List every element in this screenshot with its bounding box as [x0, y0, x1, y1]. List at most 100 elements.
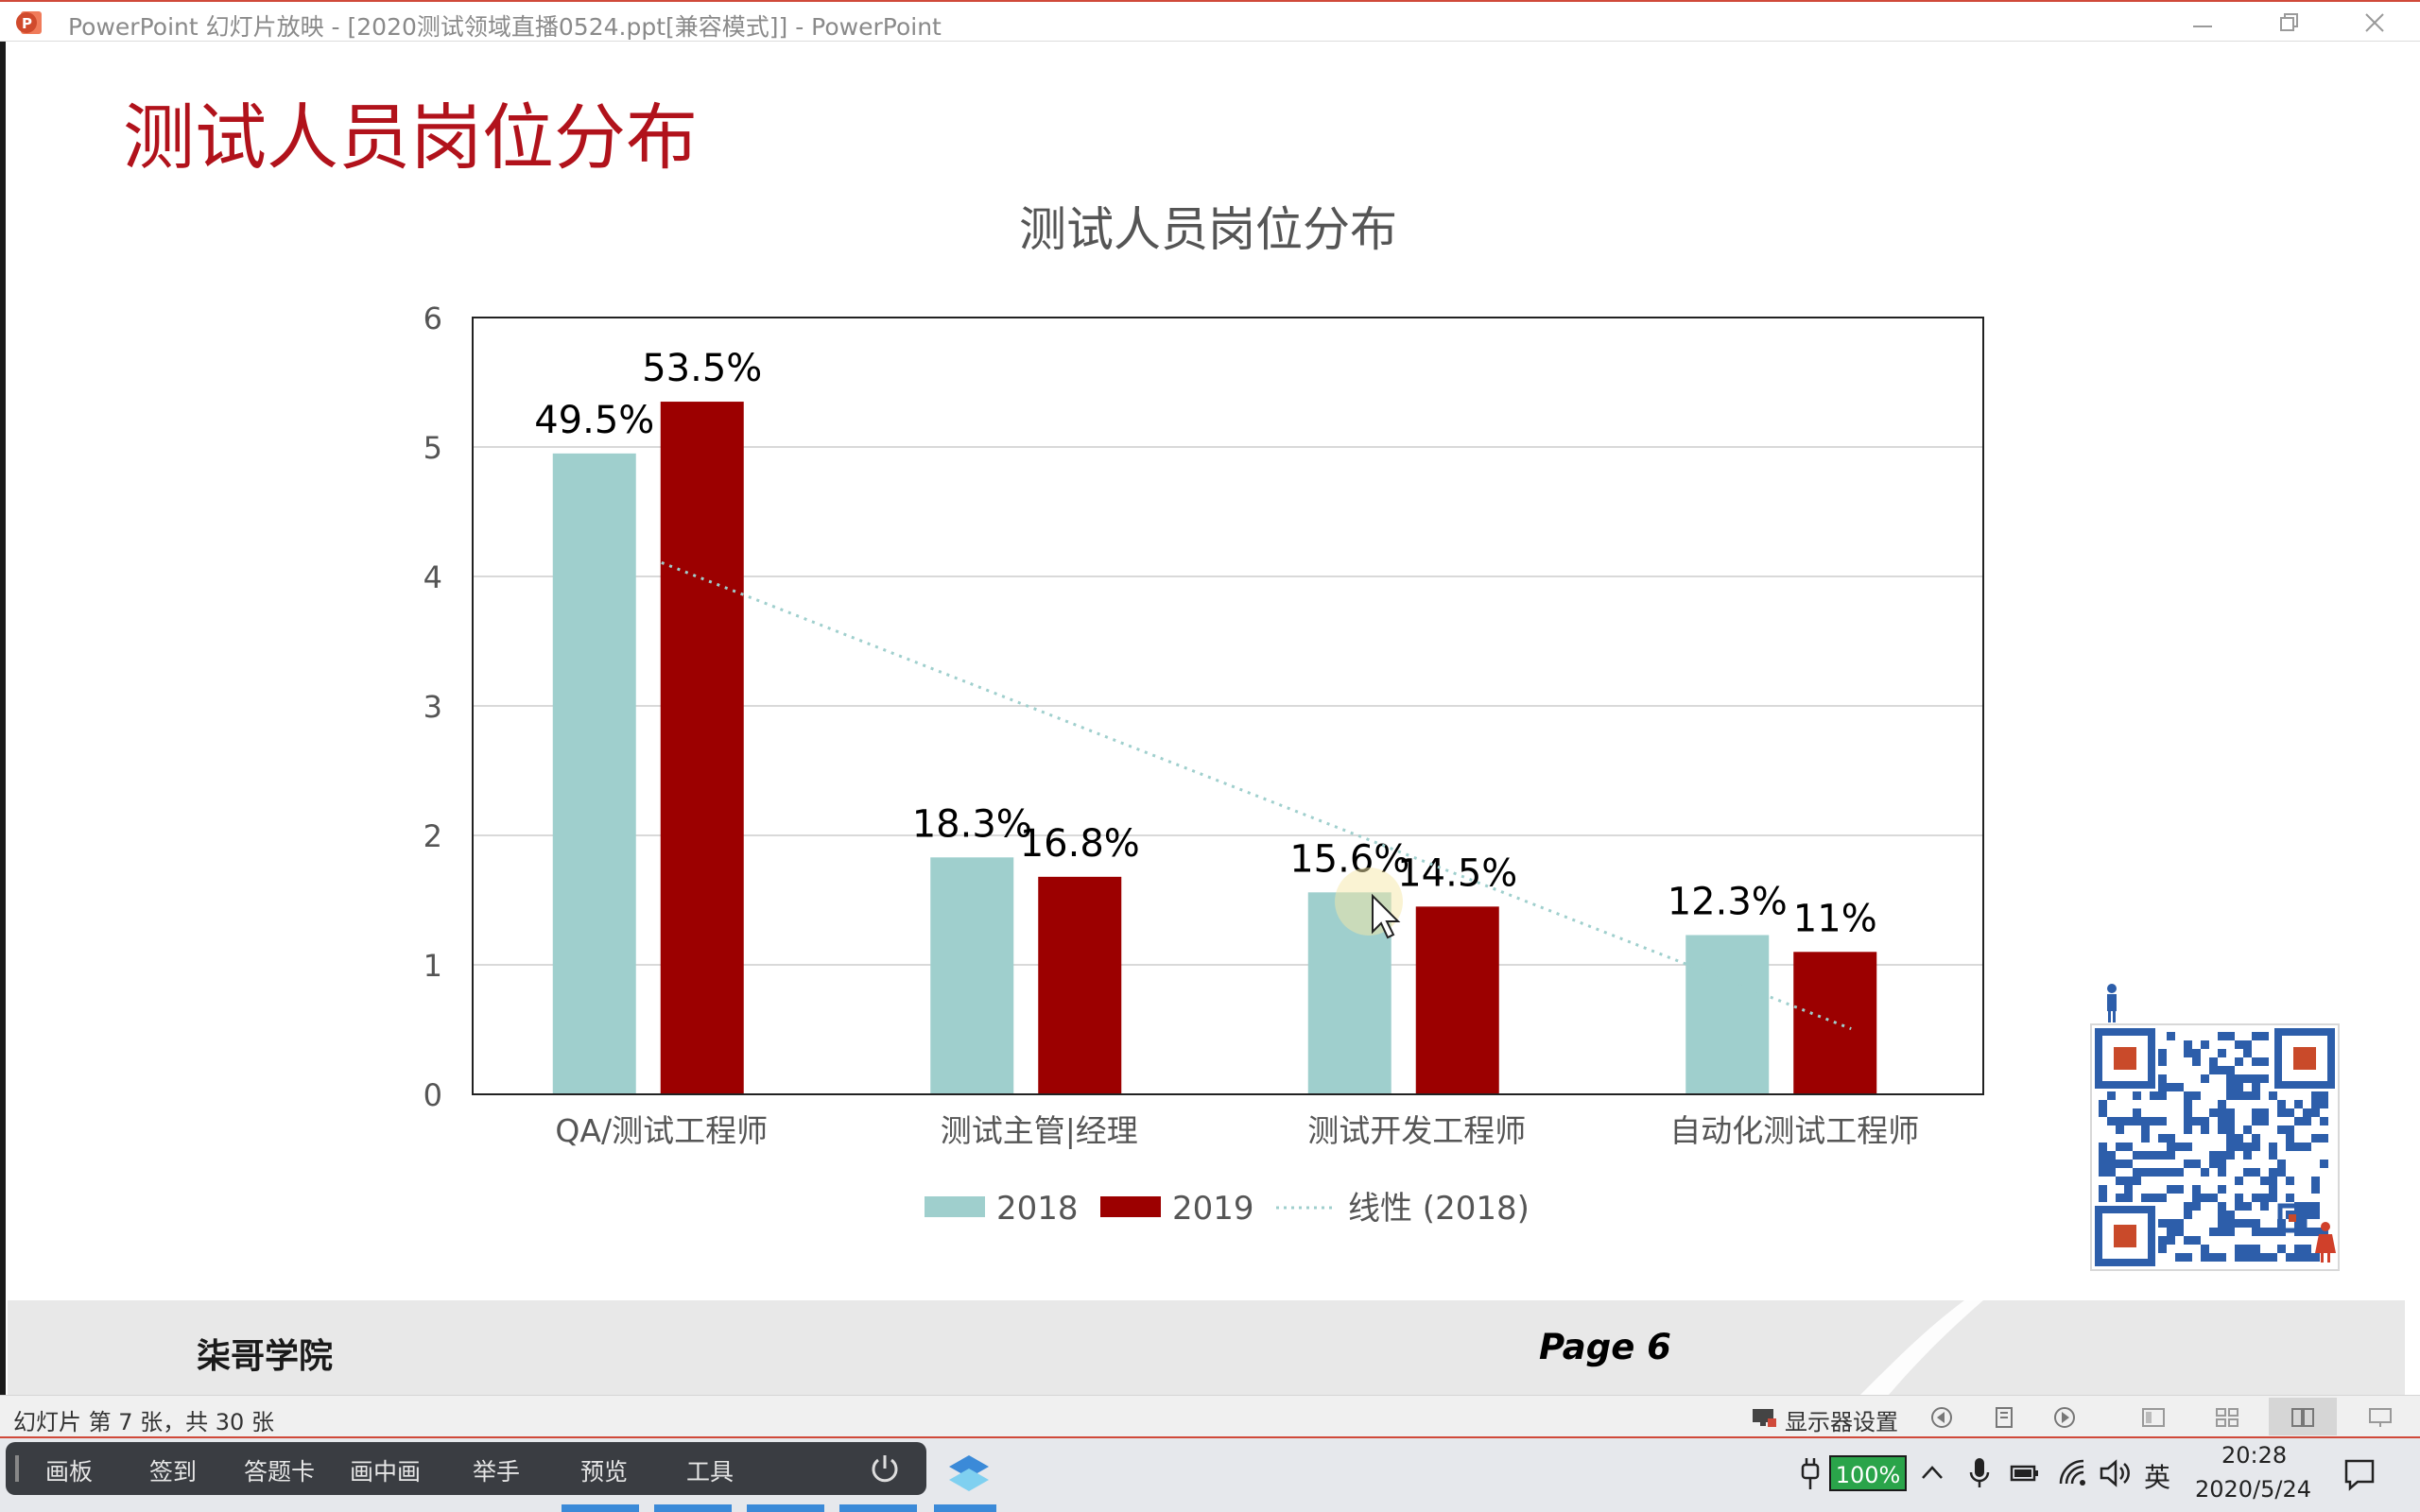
data-label: 49.5%	[534, 399, 654, 442]
legend-swatch	[1100, 1196, 1161, 1217]
y-tick-label: 0	[424, 1077, 442, 1113]
toolbar-item[interactable]: 工具	[686, 1458, 735, 1486]
y-tick-label: 3	[424, 689, 442, 725]
taskbar-running-indicator	[654, 1504, 732, 1512]
toolbar-item[interactable]: 预览	[580, 1458, 629, 1486]
taskbar-running-indicator	[747, 1504, 824, 1512]
trendline	[661, 560, 1852, 1031]
chart-legend: 2018 2019 线性 (2018)	[925, 1190, 1530, 1228]
toolbar-item[interactable]: 举手	[473, 1458, 521, 1486]
minimize-button[interactable]	[2174, 6, 2231, 40]
slide-count-status: 幻灯片 第 7 张，共 30 张	[13, 1409, 274, 1435]
toolbar-item[interactable]: 签到	[149, 1458, 198, 1486]
x-tick-label: 测试主管|经理	[941, 1112, 1138, 1149]
legend-swatch	[925, 1196, 985, 1217]
y-tick-label: 6	[424, 301, 442, 336]
chevron-up-icon[interactable]	[1919, 1461, 1945, 1486]
window-title: PowerPoint 幻灯片放映 - [2020测试领域直播0524.ppt[兼…	[68, 13, 942, 41]
data-labels: 49.5%18.3%15.6%12.3%53.5%16.8%14.5%11%	[534, 347, 1876, 940]
y-tick-label: 2	[424, 818, 442, 854]
x-tick-label: QA/测试工程师	[555, 1112, 768, 1149]
footer-swoosh-decoration	[1860, 1300, 1983, 1395]
toolbar-item[interactable]: 答题卡	[244, 1458, 316, 1486]
live-class-toolbar: 画板 签到 答题卡 画中画 举手 预览 工具	[6, 1442, 926, 1495]
clock-date[interactable]: 2020/5/24	[2195, 1476, 2312, 1503]
restore-icon	[2280, 13, 2298, 31]
legend-label: 2019	[1172, 1190, 1254, 1228]
y-tick-label: 1	[424, 948, 442, 984]
wifi-icon[interactable]	[2057, 1457, 2089, 1489]
bar-2018	[1685, 935, 1770, 1094]
slide-title: 测试人员岗位分布	[123, 95, 698, 180]
y-axis-ticks: 0 1 2 3 4 5 6	[424, 301, 442, 1113]
person-figure-icon	[2107, 984, 2117, 1022]
x-axis-ticks: QA/测试工程师 测试主管|经理 测试开发工程师 自动化测试工程师	[555, 1112, 1919, 1149]
minimize-icon	[2193, 26, 2212, 27]
window-edge	[0, 42, 6, 1395]
next-slide-icon[interactable]	[2051, 1405, 2078, 1430]
bar-2019	[660, 402, 744, 1094]
window-titlebar: P PowerPoint 幻灯片放映 - [2020测试领域直播0524.ppt…	[0, 0, 2420, 42]
x-tick-label: 自动化测试工程师	[1669, 1112, 1919, 1149]
microphone-icon[interactable]	[1966, 1455, 1993, 1491]
legend-label: 2018	[996, 1190, 1079, 1228]
chart-bars	[552, 402, 1877, 1095]
y-tick-label: 5	[424, 430, 442, 466]
bar-2019	[1038, 876, 1122, 1094]
powerpoint-icon: P	[16, 11, 42, 34]
chart-title: 测试人员岗位分布	[1019, 202, 1397, 257]
taskbar-running-indicator	[562, 1504, 639, 1512]
legend-label: 线性 (2018)	[1348, 1190, 1530, 1228]
mouse-cursor-icon	[1335, 868, 1403, 939]
slide-sorter-icon[interactable]	[2214, 1405, 2240, 1430]
toolbar-grip[interactable]	[15, 1455, 19, 1482]
battery-status-icon[interactable]	[2008, 1459, 2042, 1487]
previous-slide-icon[interactable]	[1928, 1405, 1955, 1430]
power-icon[interactable]	[868, 1452, 902, 1486]
svg-text:P: P	[22, 15, 32, 32]
battery-indicator[interactable]: 100%	[1829, 1455, 1907, 1491]
qr-corner-markers	[2095, 1028, 2335, 1266]
taskbar-running-indicator	[934, 1504, 996, 1512]
reading-view-button[interactable]	[2269, 1398, 2337, 1435]
input-method-indicator[interactable]: 英	[2144, 1462, 2171, 1493]
close-button[interactable]	[2346, 6, 2403, 40]
bar-2019	[1415, 906, 1499, 1094]
slide-footer-band	[8, 1300, 2405, 1395]
close-icon	[2365, 13, 2384, 32]
restore-button[interactable]	[2261, 6, 2318, 40]
notification-icon[interactable]	[2342, 1457, 2377, 1491]
footer-brand: 柒哥学院	[197, 1337, 334, 1376]
reading-view-icon	[2291, 1408, 2314, 1427]
monitor-icon[interactable]	[1751, 1405, 1777, 1430]
x-tick-label: 测试开发工程师	[1307, 1112, 1526, 1149]
y-tick-label: 4	[424, 559, 442, 595]
qr-code	[2090, 984, 2340, 1271]
bar-2018	[552, 453, 636, 1095]
footer-page-number: Page 6	[1539, 1327, 1671, 1367]
normal-view-icon[interactable]	[2140, 1405, 2167, 1430]
app-taskbar-icon[interactable]	[945, 1450, 993, 1497]
statusbar: 幻灯片 第 7 张，共 30 张 显示器设置	[0, 1395, 2420, 1438]
data-label: 53.5%	[642, 347, 762, 390]
data-label: 14.5%	[1397, 851, 1517, 895]
power-plug-icon[interactable]	[1796, 1455, 1824, 1493]
toolbar-item[interactable]: 画板	[45, 1458, 94, 1486]
speaker-icon[interactable]	[2099, 1457, 2133, 1489]
trendline-2018	[661, 560, 1852, 1031]
data-label: 16.8%	[1020, 822, 1140, 866]
data-label: 11%	[1793, 897, 1877, 940]
taskbar: 画板 签到 答题卡 画中画 举手 预览 工具 100%	[0, 1438, 2420, 1512]
data-label: 12.3%	[1668, 880, 1788, 923]
display-settings-button[interactable]: 显示器设置	[1785, 1409, 1898, 1435]
taskbar-running-indicator	[839, 1504, 917, 1512]
slideshow-view-icon[interactable]	[2367, 1405, 2394, 1430]
toolbar-item[interactable]: 画中画	[350, 1458, 422, 1486]
bar-2018	[930, 857, 1014, 1094]
clock-time[interactable]: 20:28	[2221, 1442, 2288, 1469]
slide-menu-icon[interactable]	[1991, 1405, 2017, 1430]
person-figure-icon	[2315, 1222, 2336, 1263]
